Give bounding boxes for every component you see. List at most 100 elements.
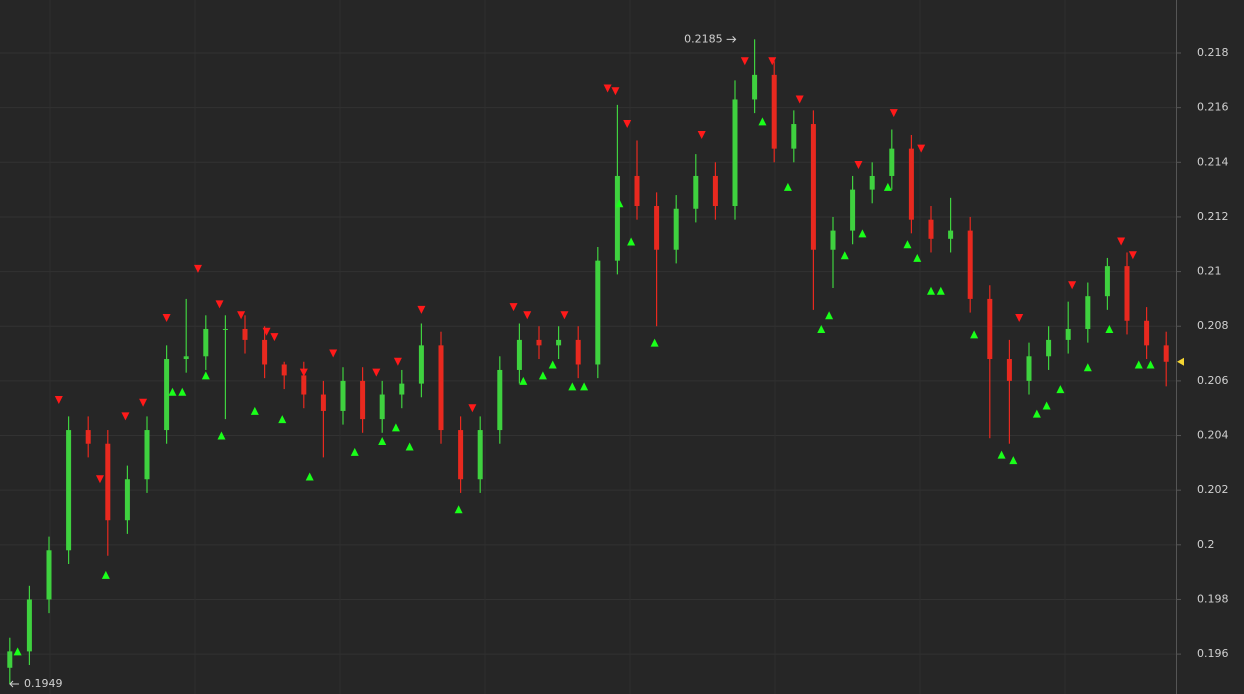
sell-signal [95,475,104,484]
candle-body [85,430,91,444]
candle-body [1124,266,1130,321]
sell-signal [795,95,804,104]
y-tick-label: 0.198 [1197,592,1229,605]
candle-body [1065,328,1071,340]
buy-signal [903,240,912,249]
y-tick-label: 0.208 [1197,319,1229,332]
candle-body [948,230,954,239]
buy-signal [615,199,624,208]
sell-signal [193,264,202,273]
buy-signal [1032,409,1041,418]
buy-signal [913,253,922,262]
candle-body [516,339,522,370]
buy-signal [168,387,177,396]
buy-signal [101,570,110,579]
buy-signal [305,472,314,481]
buy-signal [378,436,387,445]
sell-signal [1117,237,1126,246]
buy-signal [1083,363,1092,372]
buy-signal [1056,385,1065,394]
candle-body [1104,266,1110,297]
sell-signal [697,130,706,139]
buy-signal [858,229,867,238]
candle-body [654,206,660,250]
candle-body [438,345,444,431]
candle-body [634,175,640,207]
buy-signal [758,117,767,126]
buy-signal [217,431,226,440]
buy-signal [650,338,659,347]
grid [0,52,1176,655]
candle-body [810,124,816,250]
sell-signal [215,300,224,309]
sell-signal [1128,251,1137,260]
buy-signal [997,450,1006,459]
sell-signal [560,311,569,320]
candle-body [46,550,52,600]
buy-signal [927,286,935,295]
buy-signal [783,182,792,191]
sell-signal [270,333,279,342]
y-tick-label: 0.206 [1197,374,1229,387]
candle-body [66,430,72,551]
buy-signal [454,505,463,514]
sell-signal [299,368,308,377]
buy-signal [580,382,589,391]
sell-signal [854,161,863,170]
buy-signal [970,330,979,339]
sell-signal [603,84,612,93]
candle-body [418,345,424,384]
candle-body [1085,296,1091,329]
sell-signal [1015,314,1024,323]
candle-body [144,430,150,480]
candle-body [164,359,170,431]
sell-signal [393,357,402,366]
candle-body [1163,345,1169,362]
buy-signal [350,447,359,456]
buy-signal [1009,456,1018,465]
sell-signal [262,327,271,336]
sell-signal [237,311,246,320]
candle-body [1144,320,1150,346]
buy-signal [519,376,528,385]
candle-body [497,369,503,431]
candle-body [771,74,777,149]
y-tick-label: 0.212 [1197,210,1229,223]
y-tick-label: 0.204 [1197,429,1229,442]
buy-signal [201,371,210,380]
candle-body [693,175,699,209]
sell-signal [889,109,898,118]
buy-signal [250,406,259,415]
candle-body [536,339,542,346]
buy-signal [936,286,945,295]
candle-body [1026,356,1032,381]
candle-body [869,175,875,190]
buy-signal [817,324,826,333]
candle-body [320,394,326,411]
candle-body [26,599,32,652]
sell-signal [329,349,338,358]
y-tick-label: 0.218 [1197,46,1229,59]
candle-body [987,298,993,360]
buy-signal [568,382,577,391]
candle-body [203,328,209,357]
y-tick-label: 0.21 [1197,265,1222,278]
min-label: 0.1949 [24,677,63,690]
y-tick-label: 0.196 [1197,647,1229,660]
candle-body [928,219,934,239]
last-price-marker [1177,357,1184,366]
candle-body [791,124,797,149]
y-tick-label: 0.202 [1197,483,1229,496]
candle-body [281,364,287,376]
candle-body [477,430,483,480]
buy-signal [405,442,414,451]
sell-signal [139,398,148,407]
candle-body [360,380,366,420]
sell-signal [611,87,620,96]
buy-signal [13,647,22,656]
sell-signal [372,368,381,377]
candle-body [183,356,189,360]
buy-signal [391,423,400,432]
candle-body [379,394,385,420]
